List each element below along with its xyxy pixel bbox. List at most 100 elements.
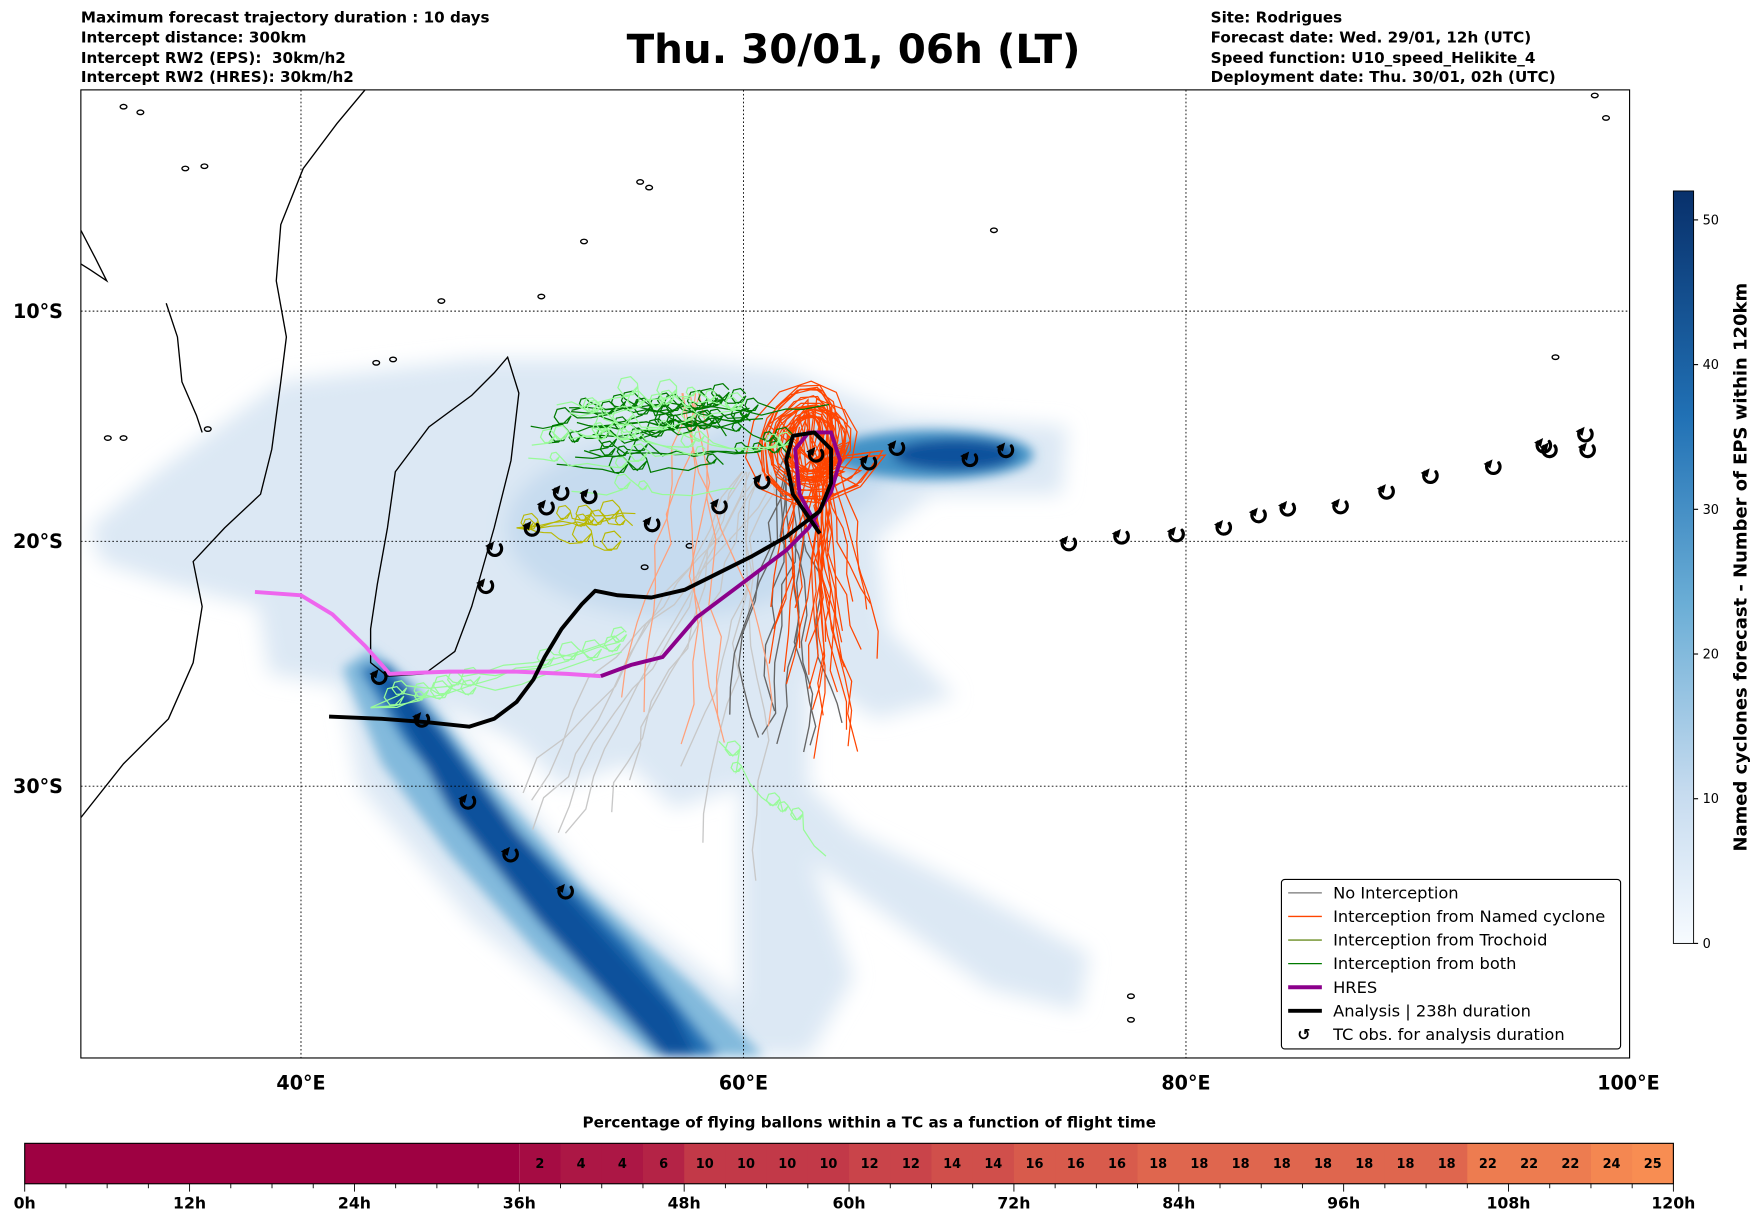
legend-label: HRES xyxy=(1333,978,1377,997)
time-segment xyxy=(1178,1143,1221,1184)
island xyxy=(579,238,589,245)
map-area xyxy=(80,89,1630,1058)
both-interception-track xyxy=(569,393,776,417)
time-segment-value: 4 xyxy=(577,1157,586,1172)
time-tick-label: 24h xyxy=(338,1193,371,1212)
tc-obs-icon xyxy=(1111,529,1130,545)
time-tick-label: 0h xyxy=(14,1193,36,1212)
colorbar-tick-label: 30 xyxy=(1703,503,1719,518)
time-segment xyxy=(766,1143,809,1184)
both-interception-track xyxy=(370,626,628,709)
time-segment xyxy=(1343,1143,1386,1184)
island xyxy=(636,179,645,185)
legend-label: TC obs. for analysis duration xyxy=(1332,1025,1565,1044)
time-segment-value: 22 xyxy=(1561,1157,1579,1172)
site-text: Site: Rodrigues xyxy=(1211,9,1343,27)
time-segment-value: 18 xyxy=(1396,1157,1414,1172)
time-segment xyxy=(601,1143,644,1184)
island xyxy=(1126,1016,1135,1023)
tc-obs-icon xyxy=(709,498,728,515)
lat-label: 30°S xyxy=(13,775,63,798)
island xyxy=(1551,354,1560,361)
time-segment-value: 22 xyxy=(1520,1157,1538,1172)
time-segment-value: 6 xyxy=(659,1157,668,1172)
tc-obs-icon xyxy=(859,454,878,471)
forecast-date-text: Forecast date: Wed. 29/01, 12h (UTC) xyxy=(1211,29,1531,47)
time-tick-label: 72h xyxy=(997,1193,1030,1212)
tc-obs-icon xyxy=(887,440,906,456)
no-interception-track xyxy=(628,471,764,781)
time-segment xyxy=(1384,1143,1427,1184)
time-tick-label: 12h xyxy=(173,1193,206,1212)
density-high xyxy=(376,673,697,1056)
tc-obs-icon xyxy=(1059,535,1078,552)
legend-label: No Interception xyxy=(1333,884,1459,903)
named-cyclone-interception-track xyxy=(787,405,854,602)
time-segment xyxy=(931,1143,974,1184)
island xyxy=(372,359,381,366)
both-interception-track xyxy=(370,635,622,709)
tc-obs-icon xyxy=(522,521,541,537)
time-tick-label: 60h xyxy=(833,1193,866,1212)
trochoid-interception-track xyxy=(516,509,634,531)
time-segment xyxy=(1261,1143,1303,1184)
tc-obs-icon xyxy=(642,516,661,533)
header-right: Site: Rodrigues Forecast date: Wed. 29/0… xyxy=(1211,9,1556,87)
analysis-track xyxy=(328,430,834,729)
map-frame xyxy=(80,89,1631,1059)
island xyxy=(1126,993,1135,1000)
island xyxy=(1601,115,1611,121)
colorbar-tick-label: 0 xyxy=(1703,937,1711,952)
tc-obs-icon xyxy=(1248,507,1267,524)
time-segment-value: 16 xyxy=(1108,1157,1126,1172)
colorbar-tick-label: 10 xyxy=(1703,792,1719,807)
lon-label: 100°E xyxy=(1597,1071,1659,1094)
time-segment xyxy=(1632,1143,1674,1184)
time-segment-value: 16 xyxy=(1067,1157,1085,1172)
tc-obs-icon xyxy=(1330,498,1349,515)
tc-obs-icon xyxy=(369,669,388,686)
island xyxy=(119,435,128,441)
named-cyclone-interception-track xyxy=(688,392,720,722)
tc-obs-icon xyxy=(1278,500,1297,517)
time-segment xyxy=(1137,1143,1180,1184)
intercept-eps-text: Intercept RW2 (EPS): 30km/h2 xyxy=(81,49,346,67)
named-cyclone-interception-track xyxy=(760,388,860,642)
island xyxy=(200,163,209,170)
tc-obs-icon xyxy=(555,883,574,900)
time-segment-value: 16 xyxy=(1026,1157,1044,1172)
hres-track-early xyxy=(254,589,601,679)
tc-obs-icon xyxy=(485,541,504,558)
time-segment-value: 24 xyxy=(1603,1157,1621,1172)
island xyxy=(537,293,546,300)
both-interception-track xyxy=(718,740,827,857)
tc-obs-legend-icon: ↺ xyxy=(1297,1025,1310,1044)
madagascar-coast xyxy=(369,355,520,677)
time-segment xyxy=(1508,1143,1551,1184)
time-segment-value: 18 xyxy=(1438,1157,1456,1172)
tc-obs-icon xyxy=(1166,526,1185,543)
tc-obs-icon xyxy=(806,447,825,463)
tc-obs-icon xyxy=(1575,426,1594,443)
island xyxy=(989,227,998,234)
time-segment xyxy=(24,1143,520,1184)
legend-label: Analysis | 238h duration xyxy=(1333,1001,1531,1020)
colorbar-tick-label: 40 xyxy=(1703,358,1719,373)
tc-observations xyxy=(369,426,1596,900)
africa-coast xyxy=(80,89,366,819)
time-bar: Percentage of flying ballons within a TC… xyxy=(14,1114,1696,1213)
island xyxy=(640,564,649,571)
island xyxy=(103,435,112,441)
island xyxy=(119,103,128,110)
time-segment-value: 10 xyxy=(737,1157,755,1172)
named-cyclone-interception-track xyxy=(770,398,858,607)
time-segment xyxy=(1219,1143,1262,1184)
time-segment xyxy=(1055,1143,1097,1184)
lat-label: 20°S xyxy=(13,530,63,553)
ensemble-trajectories xyxy=(370,375,887,881)
colorbar-label: Named cyclones forecast - Number of EPS … xyxy=(1730,283,1751,852)
no-interception-track xyxy=(522,471,780,794)
time-segment-value: 10 xyxy=(778,1157,796,1172)
named-cyclone-interception-track xyxy=(786,406,852,631)
no-interception-track xyxy=(729,453,787,715)
